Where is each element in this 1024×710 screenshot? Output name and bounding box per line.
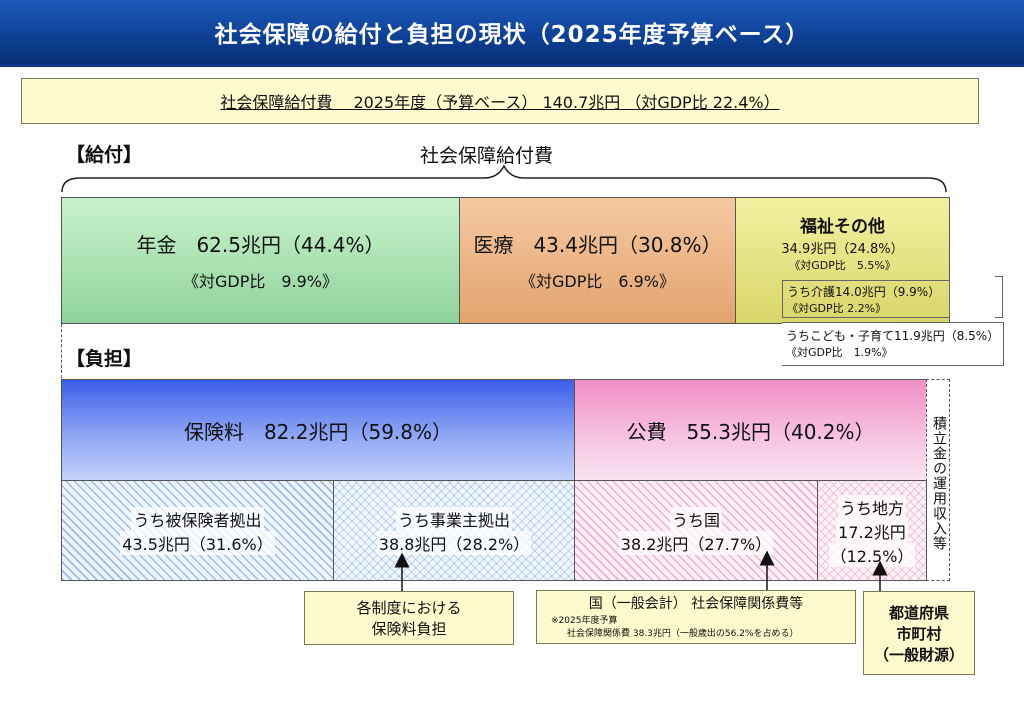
pension-block: 年金 62.5兆円（44.4%） 《対GDP比 9.9%》 xyxy=(61,197,460,324)
local-callout-line3: （一般財源） xyxy=(873,645,964,664)
summary-text: 社会保障給付費 2025年度（予算ベース） 140.7兆円 （対GDP比 22.… xyxy=(220,93,780,112)
national-amount: 38.2兆円（27.7%） xyxy=(618,530,774,555)
premium-callout-line1: 各制度における xyxy=(356,599,462,617)
child-amount: うちこども・子育て11.9兆円（8.5%） xyxy=(786,329,1000,343)
callout-arrows xyxy=(394,550,888,592)
local-callout-line2: 市町村 xyxy=(896,624,942,643)
benefits-center-label: 社会保障給付費 xyxy=(420,145,554,167)
local-block: うち地方 17.2兆円 （12.5%） xyxy=(817,480,927,581)
insured-amount: 43.5兆円（31.6%） xyxy=(120,530,275,555)
national-label: うち国 xyxy=(669,506,722,531)
national-callout-note1: ※2025年度予算 xyxy=(551,616,618,626)
local-amount: 17.2兆円 xyxy=(836,518,908,543)
burden-section-label: 【負担】 xyxy=(66,348,143,370)
premium-callout: 各制度における 保険料負担 xyxy=(304,591,514,645)
national-callout: 国（一般会計） 社会保障関係費等 ※2025年度予算 社会保障関係費 38.3兆… xyxy=(536,590,856,644)
pension-gdp: 《対GDP比 9.9%》 xyxy=(182,272,339,291)
medical-title: 医療 43.4兆円（30.8%） xyxy=(473,233,722,257)
care-bracket xyxy=(995,276,1003,318)
welfare-title: 福祉その他 xyxy=(800,217,885,237)
national-block: うち国 38.2兆円（27.7%） xyxy=(574,480,818,581)
welfare-gdp: 《対GDP比 5.5%》 xyxy=(789,259,896,272)
medical-block: 医療 43.4兆円（30.8%） 《対GDP比 6.9%》 xyxy=(459,197,736,324)
summary-box: 社会保障給付費 2025年度（予算ベース） 140.7兆円 （対GDP比 22.… xyxy=(21,78,979,124)
employer-label: うち事業主拠出 xyxy=(395,506,512,531)
left-dashed-connector xyxy=(61,324,62,378)
public-fund-block: 公費 55.3兆円（40.2%） xyxy=(574,379,927,481)
child-subbox: うちこども・子育て11.9兆円（8.5%） 《対GDP比 1.9%》 xyxy=(782,322,1004,366)
insured-contribution-block: うち被保険者拠出 43.5兆円（31.6%） xyxy=(61,480,334,581)
local-percent: （12.5%） xyxy=(828,542,916,567)
welfare-block: 福祉その他 34.9兆円（24.8%） 《対GDP比 5.5%》 xyxy=(735,197,950,324)
care-amount: うち介護14.0兆円（9.9%） xyxy=(787,285,941,299)
premium-block: 保険料 82.2兆円（59.8%） xyxy=(61,379,575,481)
local-callout: 都道府県 市町村 （一般財源） xyxy=(863,591,975,675)
medical-gdp: 《対GDP比 6.9%》 xyxy=(519,272,676,291)
local-callout-line1: 都道府県 xyxy=(888,603,949,622)
benefits-section-label: 【給付】 xyxy=(66,144,143,166)
care-subbox: うち介護14.0兆円（9.9%） 《対GDP比 2.2%》 xyxy=(782,280,950,318)
premium-title: 保険料 82.2兆円（59.8%） xyxy=(183,419,453,444)
insured-label: うち被保険者拠出 xyxy=(131,506,264,531)
public-fund-title: 公費 55.3兆円（40.2%） xyxy=(626,419,875,444)
pension-title: 年金 62.5兆円（44.4%） xyxy=(136,233,385,257)
child-gdp: 《対GDP比 1.9%》 xyxy=(786,346,893,359)
employer-contribution-block: うち事業主拠出 38.8兆円（28.2%） xyxy=(333,480,575,581)
national-callout-note2: 社会保障関係費 38.3兆円（一般歳出の56.2%を占める） xyxy=(567,629,799,639)
local-label: うち地方 xyxy=(837,494,906,519)
reserve-income-block: 積立金の運用収入等 xyxy=(926,379,950,581)
welfare-amount: 34.9兆円（24.8%） xyxy=(781,242,904,257)
national-callout-title: 国（一般会計） 社会保障関係費等 xyxy=(588,596,804,612)
premium-callout-line2: 保険料負担 xyxy=(371,620,447,638)
header-underline xyxy=(0,64,1024,67)
care-gdp: 《対GDP比 2.2%》 xyxy=(787,302,887,315)
employer-amount: 38.8兆円（28.2%） xyxy=(376,530,532,555)
brace-shape xyxy=(61,164,947,193)
page-title: 社会保障の給付と負担の現状（2025年度予算ベース） xyxy=(0,0,1024,64)
